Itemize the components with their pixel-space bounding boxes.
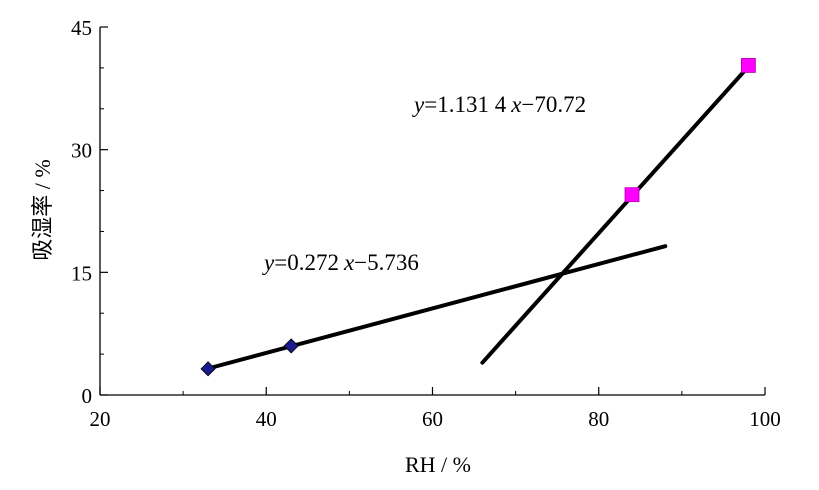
x-tick-label: 60 — [422, 407, 443, 431]
x-tick-label: 40 — [256, 407, 277, 431]
equation-steep-coef: 1.131 4 — [437, 92, 507, 117]
equation-shallow-x: x — [343, 250, 355, 275]
equation-shallow: y=0.272 x−5.736 — [262, 250, 419, 275]
fit-line-1 — [206, 244, 668, 371]
equation-shallow-const: 5.736 — [367, 250, 419, 275]
y-tick-label: 0 — [82, 384, 93, 408]
equation-shallow-minus: − — [354, 250, 367, 275]
x-tick-label: 20 — [90, 407, 111, 431]
data-point-square — [740, 58, 756, 73]
equation-steep-y: y — [412, 92, 425, 117]
data-point-diamond — [200, 361, 216, 377]
equation-shallow-y: y — [262, 250, 275, 275]
x-tick-label: 80 — [588, 407, 609, 431]
equation-steep-eq: = — [424, 92, 437, 117]
fit-line-2 — [480, 64, 751, 365]
data-point-square — [624, 187, 640, 203]
x-tick-label: 100 — [749, 407, 781, 431]
data-point-diamond — [283, 338, 299, 354]
equation-shallow-coef: 0.272 — [287, 250, 339, 275]
y-tick-label: 30 — [71, 139, 92, 163]
y-axis-label: 吸湿率 / % — [30, 159, 55, 260]
equation-shallow-eq: = — [274, 250, 287, 275]
y-tick-label: 45 — [71, 16, 92, 40]
ticks: 20 40 60 80 100 0 15 30 45 — [71, 16, 781, 431]
equation-steep-minus: − — [521, 92, 534, 117]
axes — [99, 27, 765, 396]
y-tick-label: 15 — [71, 261, 92, 285]
equation-steep: y=1.131 4 x−70.72 — [412, 92, 586, 117]
equation-steep-x: x — [510, 92, 522, 117]
data-points — [200, 58, 756, 377]
fit-lines — [206, 64, 751, 371]
x-axis-label: RH / % — [405, 452, 471, 477]
equation-steep-const: 70.72 — [534, 92, 586, 117]
